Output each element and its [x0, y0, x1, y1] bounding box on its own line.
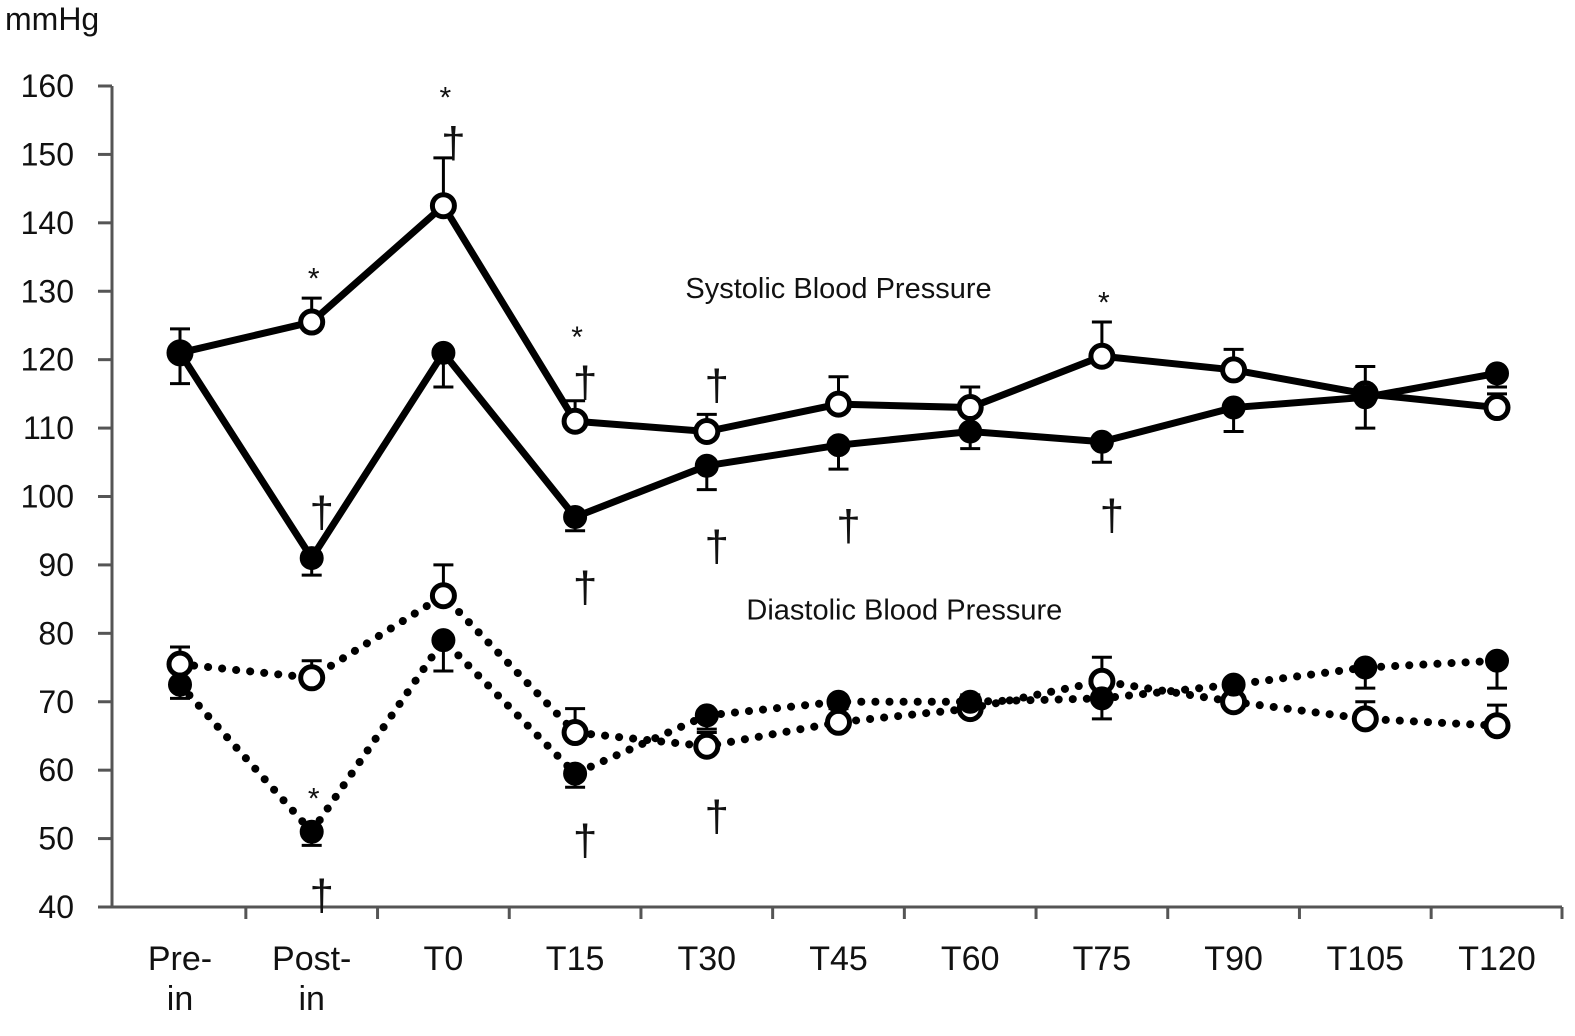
- dagger-annotation: †: [705, 522, 729, 571]
- diastolic-filled-marker: [1221, 672, 1246, 697]
- diastolic-filled-marker: [826, 689, 851, 714]
- x-tick-label: T45: [809, 940, 868, 978]
- diastolic-filled-marker: [694, 703, 719, 728]
- systolic-open-marker: [429, 192, 457, 220]
- y-tick-label: 160: [21, 68, 74, 104]
- systolic-filled-marker: [1485, 361, 1509, 386]
- x-tick-label: T105: [1327, 940, 1405, 978]
- dagger-annotation: †: [836, 501, 860, 550]
- diastolic-open-marker: [1483, 712, 1511, 740]
- systolic-filled-marker: [826, 433, 851, 458]
- systolic-filled-marker: [299, 546, 324, 571]
- dagger-annotation: †: [441, 118, 465, 167]
- dagger-annotation: †: [573, 358, 597, 407]
- diastolic-open-marker: [693, 732, 721, 760]
- systolic-filled-marker: [1221, 395, 1246, 420]
- asterisk-annotation: *: [308, 783, 320, 816]
- diastolic-filled-marker: [1353, 655, 1378, 680]
- x-tick-label: Post-in: [272, 940, 351, 1018]
- y-tick-label: 40: [38, 889, 74, 925]
- y-tick-label: 70: [38, 684, 74, 720]
- diastolic-filled-marker: [1089, 686, 1114, 711]
- y-tick-label: 140: [21, 205, 74, 241]
- y-axis-label: mmHg: [5, 1, 99, 37]
- diastolic-filled-marker: [431, 628, 456, 653]
- x-tick-label: T30: [678, 940, 737, 978]
- y-tick-label: 60: [38, 752, 74, 788]
- y-tick-label: 90: [38, 547, 74, 583]
- asterisk-annotation: *: [308, 263, 320, 296]
- y-tick-label: 130: [21, 273, 74, 309]
- systolic-open-marker: [298, 308, 326, 336]
- y-tick-label: 80: [38, 615, 74, 651]
- systolic-open-marker: [1088, 342, 1116, 370]
- dagger-annotation: †: [309, 871, 333, 920]
- dagger-annotation: †: [705, 361, 729, 410]
- dagger-annotation: †: [573, 816, 597, 865]
- systolic-open-marker: [693, 418, 721, 446]
- systolic-filled-marker: [1353, 385, 1378, 410]
- asterisk-annotation: *: [1098, 287, 1110, 320]
- systolic-filled-marker: [958, 419, 983, 444]
- systolic-open-marker: [1483, 394, 1511, 422]
- series-group-label: Systolic Blood Pressure: [685, 273, 991, 305]
- x-tick-label: Pre-in: [148, 940, 212, 1018]
- y-tick-label: 120: [21, 342, 74, 378]
- systolic-filled-marker: [168, 340, 192, 365]
- systolic-open-marker: [1220, 356, 1248, 384]
- systolic-filled-marker: [1089, 429, 1114, 454]
- x-tick-label: T60: [941, 940, 1000, 978]
- diastolic-filled-marker: [563, 761, 588, 786]
- diastolic-filled-line: [176, 633, 1501, 839]
- systolic-filled-marker: [563, 505, 588, 530]
- diastolic-filled-marker: [299, 819, 324, 844]
- y-tick-label: 110: [23, 410, 74, 446]
- diastolic-filled-marker: [168, 672, 192, 697]
- systolic-open-marker: [825, 390, 852, 418]
- x-tick-label: T90: [1204, 940, 1263, 978]
- x-tick-label: T75: [1073, 940, 1132, 978]
- asterisk-annotation: *: [571, 321, 583, 354]
- diastolic-open-marker: [429, 582, 457, 610]
- systolic-open-marker: [956, 394, 984, 422]
- diastolic-filled-marker: [958, 689, 983, 714]
- dagger-annotation: †: [573, 563, 597, 612]
- diastolic-open-marker: [1351, 705, 1379, 733]
- dagger-annotation: †: [705, 792, 729, 841]
- y-tick-label: 100: [21, 479, 74, 515]
- diastolic-open-marker: [166, 650, 194, 678]
- series-group-label: Diastolic Blood Pressure: [746, 595, 1062, 627]
- systolic-filled-marker: [431, 340, 456, 365]
- diastolic-open-marker: [561, 719, 589, 747]
- dagger-annotation: †: [309, 488, 333, 537]
- diastolic-open-marker: [298, 664, 326, 692]
- x-tick-label: T0: [424, 940, 464, 978]
- asterisk-annotation: *: [440, 81, 452, 114]
- diastolic-filled-marker: [1485, 648, 1509, 673]
- x-tick-label: T120: [1458, 940, 1536, 978]
- y-tick-label: 50: [38, 821, 74, 857]
- diastolic-open-marker: [825, 708, 852, 736]
- systolic-open-marker: [561, 407, 589, 435]
- systolic-filled-marker: [694, 453, 719, 478]
- dagger-annotation: †: [1100, 491, 1124, 540]
- y-tick-label: 150: [21, 136, 74, 172]
- x-tick-label: T15: [546, 940, 605, 978]
